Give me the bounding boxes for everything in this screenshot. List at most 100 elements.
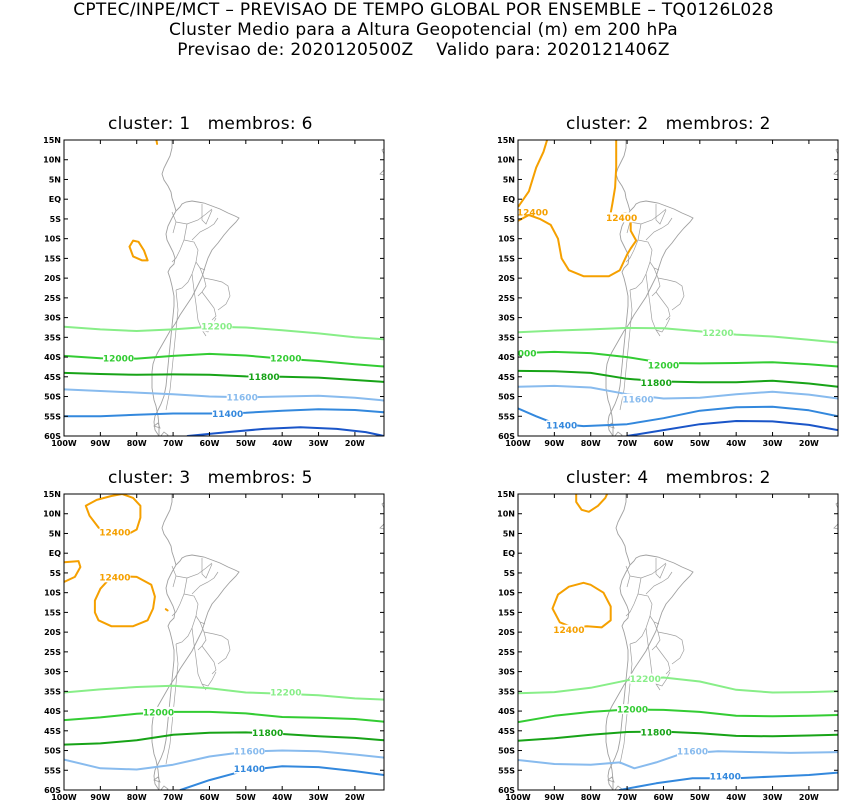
africa-coast (833, 148, 838, 176)
contour-11800-4 (64, 371, 384, 383)
border-5 (645, 571, 673, 595)
panel-title-cluster-1: cluster: 1 membros: 6 (108, 114, 313, 134)
lon-tick-label: 20W (799, 439, 819, 448)
tierra-del-fuego (607, 422, 623, 436)
lat-tick-label: 15S (44, 608, 61, 617)
border-6 (175, 615, 197, 645)
contour-label-bg (677, 746, 709, 757)
border-12 (655, 317, 671, 333)
lon-tick-label: 40W (726, 439, 746, 448)
map-layer: 12200 12000 12000 11800 11600 11400 (64, 140, 384, 436)
lat-tick-label: 35S (44, 687, 61, 696)
lon-tick-label: 70W (617, 793, 637, 802)
lon-tick-label: 70W (163, 439, 183, 448)
lat-tick-label: 15N (43, 490, 61, 499)
contour-label-12200: 12200 (630, 675, 661, 685)
contour-11400-6 (64, 408, 384, 418)
coastline-1 (151, 200, 240, 436)
plot-frame (517, 139, 839, 437)
contour-label-11600: 11600 (622, 395, 653, 405)
lat-tick-label: 5S (504, 215, 516, 224)
contour-11600-5 (64, 388, 384, 402)
contour-12000-3 (518, 350, 838, 368)
contour-label-12200: 12200 (702, 329, 733, 339)
contour-label-12400: 12400 (99, 574, 130, 584)
border-8 (645, 273, 661, 337)
lat-tick-label: 25S (44, 648, 61, 657)
lat-tick-label: 60S (498, 432, 515, 441)
lon-tick-label: 70W (163, 793, 183, 802)
contour-label-bg (99, 527, 131, 538)
contour-label-bg (702, 327, 734, 338)
border-10 (201, 291, 217, 321)
contour-11600-5 (518, 750, 838, 770)
panel-title-cluster-3: cluster: 3 membros: 5 (108, 468, 313, 488)
border-12 (201, 671, 217, 687)
contour-label-bg (143, 706, 175, 717)
lon-tick-label: 20W (345, 793, 365, 802)
lat-tick-label: 50S (44, 393, 61, 402)
contour-label-11800: 11800 (248, 373, 279, 383)
border-9 (619, 643, 633, 765)
contour-label-11600: 11600 (227, 394, 258, 404)
lat-tick-label: 45S (44, 373, 61, 382)
border-12 (655, 671, 671, 687)
lat-tick-label: EQ (503, 549, 515, 558)
border-11 (657, 631, 685, 665)
coastline-1 (151, 554, 240, 790)
contour-12400-0 (575, 494, 609, 513)
lat-tick-label: 15N (497, 136, 515, 145)
coastline-2 (153, 210, 177, 436)
contour-12400-1 (155, 140, 159, 145)
tierra-del-fuego (607, 776, 623, 790)
lon-tick-label: 80W (581, 793, 601, 802)
lat-tick-label: 30S (498, 314, 515, 323)
contour-12000-4 (64, 710, 384, 723)
lon-tick-label: 90W (90, 793, 110, 802)
contour-label-11600: 11600 (234, 748, 265, 758)
lat-tick-label: 35S (498, 687, 515, 696)
tierra-del-fuego (153, 422, 169, 436)
contour-12000-3 (518, 708, 838, 724)
lat-tick-label: 10S (498, 235, 515, 244)
lat-tick-label: 30S (44, 314, 61, 323)
contour-11400-6 (518, 405, 838, 428)
border-10 (655, 291, 671, 321)
lat-tick-label: EQ (49, 195, 61, 204)
contour-label-bg (546, 420, 578, 431)
lat-tick-label: 20S (44, 274, 61, 283)
lon-tick-label: 40W (272, 793, 292, 802)
border-7 (651, 621, 661, 651)
border-4 (637, 239, 660, 271)
contour-11200-7 (626, 420, 838, 436)
lon-tick-label: 30W (763, 439, 783, 448)
lat-tick-label: 5N (49, 175, 61, 184)
lat-tick-label: 10S (44, 589, 61, 598)
contour-label-11400: 11400 (710, 773, 741, 783)
border-4 (183, 239, 206, 271)
border-1 (175, 562, 213, 579)
lat-tick-label: 20S (498, 274, 515, 283)
lat-tick-label: 10N (497, 510, 515, 519)
contour-12400-1 (64, 560, 82, 583)
contour-label-11800: 11800 (641, 728, 672, 738)
contour-label-bg (622, 393, 654, 404)
border-3 (171, 223, 188, 263)
lon-tick-label: 30W (763, 793, 783, 802)
lat-tick-label: 55S (44, 412, 61, 421)
border-9 (165, 289, 179, 411)
contour-11800-5 (64, 731, 384, 746)
header-dates: Previsao de: 2020120500Z Valido para: 20… (177, 40, 670, 60)
lon-tick-label: 50W (690, 439, 710, 448)
border-0 (171, 211, 177, 234)
lon-tick-label: 90W (544, 793, 564, 802)
lat-tick-label: 55S (498, 412, 515, 421)
plot-frame (63, 493, 385, 791)
border-2 (201, 204, 213, 225)
lon-tick-label: 20W (799, 793, 819, 802)
border-0 (625, 565, 631, 588)
border-0 (171, 565, 177, 588)
contour-11600-5 (518, 384, 838, 400)
contour-label-12000: 12000 (143, 708, 174, 718)
border-7 (197, 267, 207, 297)
